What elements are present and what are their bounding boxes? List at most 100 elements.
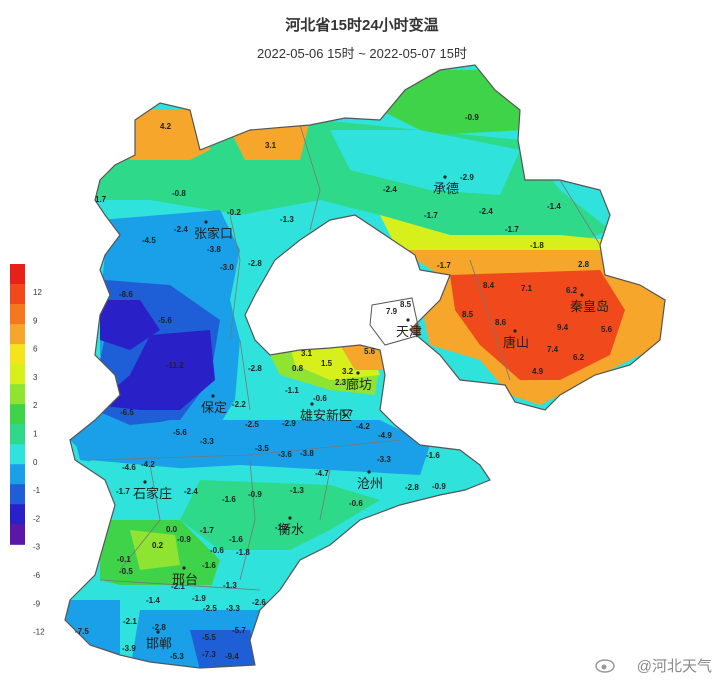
legend-tick: -12 — [33, 628, 45, 637]
station-value: -2.5 — [245, 420, 259, 429]
station-value: -4.9 — [378, 431, 392, 440]
station-value: -1.7 — [437, 261, 451, 270]
station-value: -0.1 — [117, 555, 131, 564]
station-value: -3.5 — [255, 444, 269, 453]
station-value: 5.6 — [601, 325, 613, 334]
city-dot — [182, 566, 186, 570]
station-value: -1.6 — [229, 535, 243, 544]
station-value: -2.4 — [174, 225, 188, 234]
legend-swatch — [10, 364, 25, 385]
station-value: -0.5 — [119, 567, 133, 576]
station-value: -0.6 — [313, 394, 327, 403]
legend-tick: 2 — [33, 401, 38, 410]
station-value: -2.4 — [383, 185, 397, 194]
station-value: 1.7 — [95, 195, 107, 204]
map-title: 河北省15时24小时变温 — [285, 17, 439, 34]
station-value: -1.4 — [146, 596, 160, 605]
city-dot — [406, 318, 410, 322]
station-value: 8.4 — [483, 281, 495, 290]
legend-tick: -1 — [33, 486, 41, 495]
station-value: -0.9 — [248, 490, 262, 499]
station-value: -5.6 — [158, 316, 172, 325]
station-value: -4.2 — [141, 460, 155, 469]
station-value: -3.0 — [220, 263, 234, 272]
station-value: 3.1 — [301, 349, 313, 358]
city-label: 邯郸 — [146, 636, 172, 651]
station-value: 4.2 — [160, 122, 172, 131]
station-value: -2.4 — [184, 487, 198, 496]
station-value: -1.2 — [275, 523, 289, 532]
station-value: -3.8 — [207, 245, 221, 254]
station-value: -8.6 — [119, 290, 133, 299]
station-value: -1.3 — [280, 215, 294, 224]
legend-swatch — [10, 384, 25, 405]
station-value: 1.5 — [321, 359, 333, 368]
legend-tick: -6 — [33, 571, 41, 580]
station-value: -1.7 — [116, 487, 130, 496]
station-value: -2.8 — [248, 364, 262, 373]
city-dot — [288, 516, 292, 520]
watermark: @河北天气 — [636, 658, 712, 675]
legend-swatch — [10, 424, 25, 445]
station-value: -1.6 — [426, 451, 440, 460]
station-value: 7.4 — [547, 345, 559, 354]
station-value: -2.8 — [405, 483, 419, 492]
station-value: -7.5 — [75, 627, 89, 636]
station-value: 3.2 — [342, 367, 354, 376]
station-value: 2.3 — [335, 378, 347, 387]
station-value: -1.7 — [424, 211, 438, 220]
city-label: 唐山 — [503, 335, 529, 350]
station-value: 0.8 — [292, 364, 304, 373]
city-label: 天津 — [396, 324, 422, 339]
station-value: -3.9 — [122, 644, 136, 653]
station-value: -1.7 — [505, 225, 519, 234]
city-label: 沧州 — [357, 476, 383, 491]
legend-swatch — [10, 304, 25, 325]
station-value: -2.6 — [252, 598, 266, 607]
station-value: 8.6 — [495, 318, 507, 327]
station-value: -1.3 — [290, 486, 304, 495]
station-value: -2.9 — [460, 173, 474, 182]
station-value: -3.8 — [300, 449, 314, 458]
station-value: -5.3 — [170, 652, 184, 661]
city-dot — [356, 371, 360, 375]
city-dot — [156, 630, 160, 634]
map-subtitle: 2022-05-06 15时 ~ 2022-05-07 15时 — [257, 46, 467, 61]
legend-swatch — [10, 504, 25, 525]
city-dot — [211, 394, 215, 398]
legend-tick: -9 — [33, 599, 41, 608]
legend-tick: 1 — [33, 430, 38, 439]
legend-swatch — [10, 464, 25, 485]
station-value: 4.9 — [532, 367, 544, 376]
legend-tick: -2 — [33, 514, 41, 523]
station-value: -4.6 — [122, 463, 136, 472]
station-value: 8.5 — [400, 300, 412, 309]
station-value: 2.8 — [578, 260, 590, 269]
station-value: -1.8 — [530, 241, 544, 250]
station-value: 0.2 — [152, 541, 164, 550]
station-value: -6.5 — [120, 408, 134, 417]
station-value: -2.2 — [232, 400, 246, 409]
city-label: 保定 — [201, 400, 227, 415]
station-value: -1.6 — [202, 561, 216, 570]
station-value: 5.6 — [364, 347, 376, 356]
station-value: -4.2 — [356, 422, 370, 431]
station-value: -11.2 — [166, 361, 184, 370]
station-value: -3.3 — [200, 437, 214, 446]
station-value: -2.8 — [152, 623, 166, 632]
station-value: -2.1 — [123, 617, 137, 626]
station-value: -1.9 — [192, 594, 206, 603]
station-value: -1.4 — [547, 202, 561, 211]
station-value: 9.4 — [557, 323, 569, 332]
city-dot — [367, 470, 371, 474]
station-value: -0.9 — [432, 482, 446, 491]
station-value: -1.1 — [285, 386, 299, 395]
station-value: -5.5 — [202, 633, 216, 642]
city-label: 秦皇岛 — [570, 299, 609, 314]
station-value: -2.5 — [203, 604, 217, 613]
station-value: -2.4 — [479, 207, 493, 216]
legend-tick: 9 — [33, 316, 38, 325]
city-label: 承德 — [433, 181, 459, 196]
